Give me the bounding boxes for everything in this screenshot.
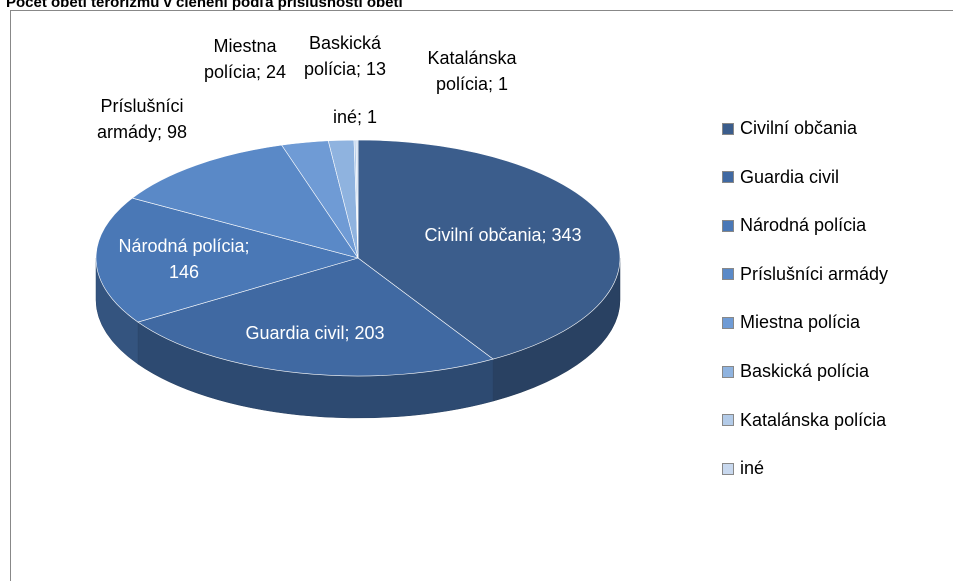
- legend-item: Guardia civil: [722, 167, 839, 188]
- legend-item: Baskická polícia: [722, 361, 869, 382]
- pie-slice: [137, 257, 494, 377]
- data-label: Katalánska polícia; 1: [427, 48, 517, 94]
- legend-swatch: [722, 316, 734, 329]
- pie-slice: [357, 139, 621, 360]
- legend-label: Baskická polícia: [740, 361, 870, 381]
- data-label: Baskická polícia; 13: [303, 33, 387, 79]
- legend-label: Miestna polícia: [740, 312, 861, 333]
- data-label: Civilní občania; 343: [424, 225, 582, 245]
- legend-item: Príslušníci armády: [722, 264, 888, 285]
- pie-slice: [131, 144, 359, 259]
- data-label: iné; 1: [332, 107, 378, 127]
- legend-swatch: [722, 462, 734, 475]
- legend-swatch: [722, 414, 734, 427]
- legend-item: Katalánska polícia: [722, 410, 886, 431]
- legend-item: iné: [722, 458, 764, 479]
- legend-swatch: [722, 268, 734, 281]
- legend-label: Katalánska polícia: [740, 409, 887, 430]
- legend-swatch: [722, 171, 734, 184]
- legend-item: Civilní občania: [722, 118, 857, 139]
- legend-label: iné: [740, 458, 765, 479]
- pie-slice: [95, 197, 360, 323]
- pie-slice: [355, 139, 359, 259]
- legend-label: Národná polícia: [740, 215, 867, 236]
- legend-label: Guardia civil: [740, 166, 840, 187]
- legend-item: Miestna polícia: [722, 312, 860, 333]
- legend-item: Národná polícia: [722, 215, 866, 236]
- data-label: Miestna polícia; 24: [203, 36, 287, 82]
- chart-title: Počet obetí terorizmu v členení podľa pr…: [6, 0, 403, 11]
- legend-swatch: [722, 365, 734, 378]
- data-label: Príslušníci armády; 98: [96, 96, 188, 142]
- chart-border: [10, 10, 953, 581]
- legend-swatch: [722, 122, 734, 135]
- data-label: Guardia civil; 203: [245, 323, 385, 343]
- legend-label: Príslušníci armády: [740, 263, 889, 284]
- legend-label: Civilní občania: [740, 118, 858, 138]
- legend-swatch: [722, 219, 734, 232]
- data-label: Národná polícia; 146: [118, 236, 250, 282]
